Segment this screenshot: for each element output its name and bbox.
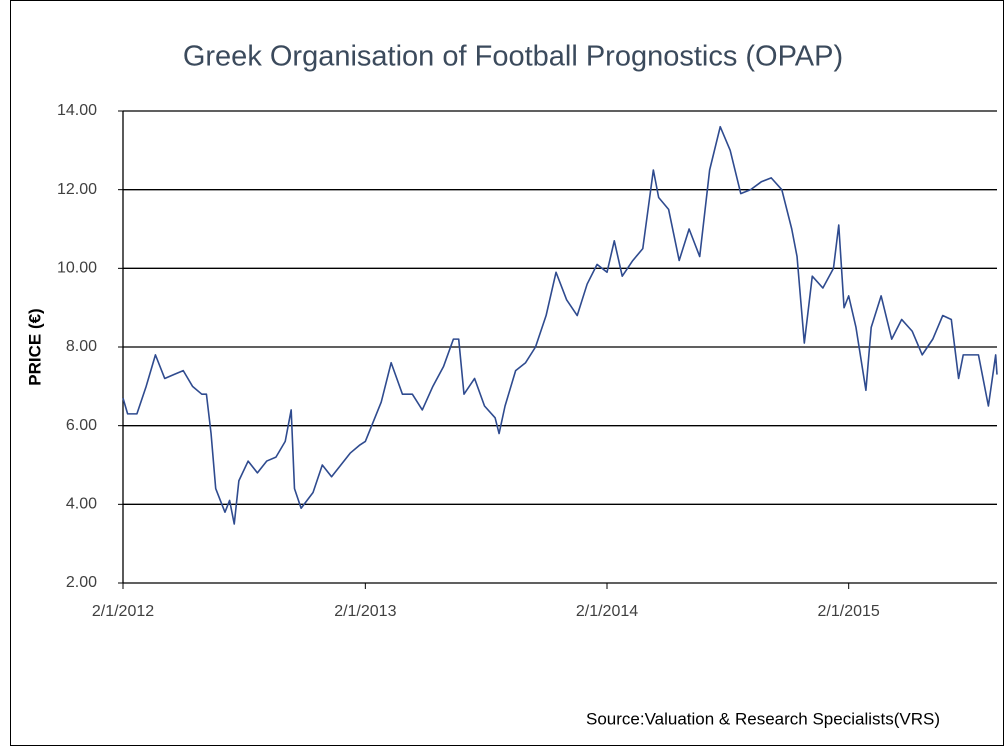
y-tick-label: 4.00: [66, 496, 97, 513]
y-tick-label: 6.00: [66, 417, 97, 434]
y-tick-label: 2.00: [66, 574, 97, 591]
y-tick-label: 12.00: [57, 181, 97, 198]
source-note: Source:Valuation & Research Specialists(…: [586, 709, 940, 728]
x-tick-label: 2/1/2012: [92, 603, 154, 620]
y-tick-label: 8.00: [66, 338, 97, 355]
chart-title: Greek Organisation of Football Prognosti…: [183, 41, 843, 73]
chart-frame: [10, 0, 1004, 746]
y-axis-label: PRICE (€): [25, 308, 44, 385]
y-tick-label: 14.00: [57, 102, 97, 119]
price-line: [122, 125, 998, 525]
x-tick-label: 2/1/2013: [334, 603, 396, 620]
x-tick-label: 2/1/2014: [576, 603, 638, 620]
y-tick-label: 10.00: [57, 260, 97, 277]
x-tick-label: 2/1/2015: [818, 603, 880, 620]
